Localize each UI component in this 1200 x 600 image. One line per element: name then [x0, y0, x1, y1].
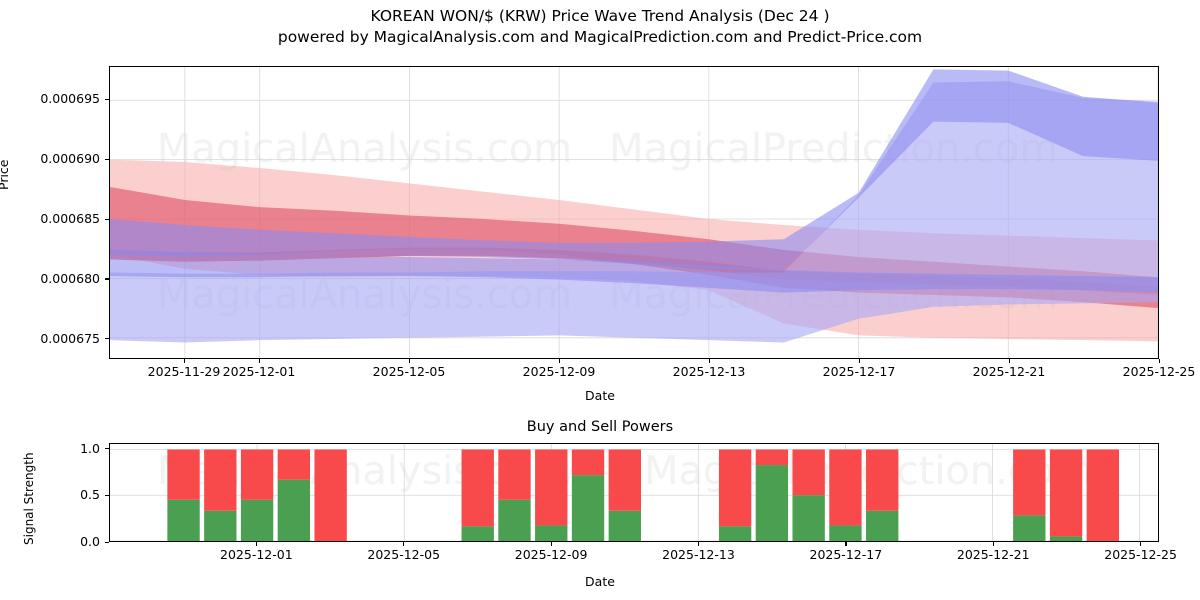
- axis-tick-mark: [258, 359, 260, 363]
- powers-x-tick-label: 2025-12-17: [809, 547, 883, 562]
- axis-tick-mark: [697, 542, 700, 546]
- buy-power-bar: [204, 510, 237, 541]
- sell-power-bar: [608, 449, 641, 511]
- axis-tick-mark: [708, 359, 710, 363]
- sell-power-bar: [167, 449, 200, 500]
- sell-power-bar: [314, 449, 347, 541]
- powers-x-tick-label: 2025-12-05: [367, 547, 441, 562]
- buy-power-bar: [571, 475, 605, 541]
- price-band-bull-upper-wedge: [110, 69, 1158, 272]
- price-x-tick-label: 2025-12-21: [972, 364, 1046, 379]
- sell-power-bar: [535, 449, 568, 526]
- price-x-tick-label: 2025-12-25: [1122, 364, 1196, 379]
- sell-power-bar: [755, 449, 789, 466]
- sell-power-bar: [461, 449, 494, 527]
- powers-y-axis-label: Signal Strength: [22, 452, 36, 545]
- axis-tick-mark: [558, 359, 560, 363]
- sell-power-bar: [571, 449, 605, 476]
- sell-power-bar: [277, 449, 311, 480]
- sell-power-bar: [792, 449, 825, 496]
- axis-tick-mark: [1008, 359, 1010, 363]
- powers-x-tick-label: 2025-12-25: [1104, 547, 1177, 562]
- buy-power-bar: [792, 495, 825, 541]
- axis-tick-mark: [1158, 359, 1160, 363]
- price-y-tick-label: 0.000685: [40, 211, 100, 227]
- price-y-axis-label: Price: [0, 159, 11, 191]
- price-x-tick-label: 2025-12-13: [672, 364, 746, 379]
- axis-tick-mark: [403, 542, 405, 546]
- axis-tick-mark: [408, 359, 410, 363]
- price-x-tick-label: 2025-12-01: [222, 364, 296, 379]
- buy-power-bar: [866, 510, 899, 541]
- sell-power-bar: [718, 449, 752, 527]
- price-x-tick-label: 2025-11-29: [147, 364, 221, 379]
- powers-chart-title: Buy and Sell Powers: [526, 419, 674, 435]
- price-x-axis-label: Date: [585, 388, 615, 403]
- buy-power-bar: [1049, 536, 1083, 541]
- price-wave-plot: MagicalAnalysis.com MagicalPrediction.com…: [110, 67, 1158, 358]
- sell-power-bar: [1049, 449, 1083, 537]
- axis-tick-mark: [1140, 542, 1142, 546]
- powers-x-axis-label: Date: [585, 574, 615, 589]
- powers-x-tick-label: 2025-12-09: [514, 547, 588, 562]
- chart-title-block: KOREAN WON/$ (KRW) Price Wave Trend Anal…: [0, 6, 1200, 48]
- axis-tick-mark: [255, 542, 258, 546]
- price-y-tick-label: 0.000695: [40, 91, 100, 107]
- buy-power-bar: [498, 499, 531, 541]
- price-y-tick-label: 0.000680: [40, 270, 100, 286]
- buy-power-bar: [240, 499, 274, 541]
- powers-x-tick-label: 2025-12-13: [662, 547, 735, 562]
- buy-power-bar: [755, 465, 789, 541]
- axis-tick-mark: [845, 542, 847, 546]
- price-wave-chart: MagicalAnalysis.com MagicalPrediction.com…: [109, 66, 1159, 359]
- powers-x-tick-label: 2025-12-01: [220, 547, 293, 562]
- buy-power-bar: [608, 510, 641, 541]
- powers-x-tick-label: 2025-12-21: [956, 547, 1030, 562]
- price-x-tick-label: 2025-12-05: [372, 364, 446, 379]
- axis-tick-mark: [183, 359, 185, 363]
- sell-power-bar: [1013, 449, 1046, 516]
- buy-power-bar: [167, 499, 200, 541]
- buy-power-bar: [461, 526, 494, 541]
- buy-power-bar: [829, 525, 862, 541]
- sell-power-bar: [866, 449, 899, 511]
- buy-power-bar: [277, 479, 311, 541]
- price-x-tick-label: 2025-12-17: [822, 364, 896, 379]
- price-y-tick-label: 0.000675: [40, 330, 100, 346]
- price-x-tick-label: 2025-12-09: [522, 364, 596, 379]
- watermark-text: MagicalAnalysis.com: [157, 126, 572, 172]
- sell-power-bar: [829, 449, 862, 526]
- buy-power-bar: [1013, 515, 1046, 541]
- price-band-bull-mid: [110, 249, 1158, 293]
- buy-power-bar: [535, 525, 568, 541]
- price-y-tick-label: 0.000690: [40, 151, 100, 167]
- page-title: KOREAN WON/$ (KRW) Price Wave Trend Anal…: [370, 7, 830, 25]
- axis-tick-mark: [550, 542, 552, 546]
- sell-power-bar: [1086, 449, 1120, 541]
- axis-tick-mark: [992, 542, 994, 546]
- sell-power-bar: [204, 449, 237, 511]
- sell-power-bar: [498, 449, 531, 500]
- buy-power-bar: [718, 526, 752, 541]
- page-subtitle: powered by MagicalAnalysis.com and Magic…: [277, 28, 923, 46]
- sell-power-bar: [240, 449, 274, 500]
- axis-tick-mark: [858, 359, 860, 363]
